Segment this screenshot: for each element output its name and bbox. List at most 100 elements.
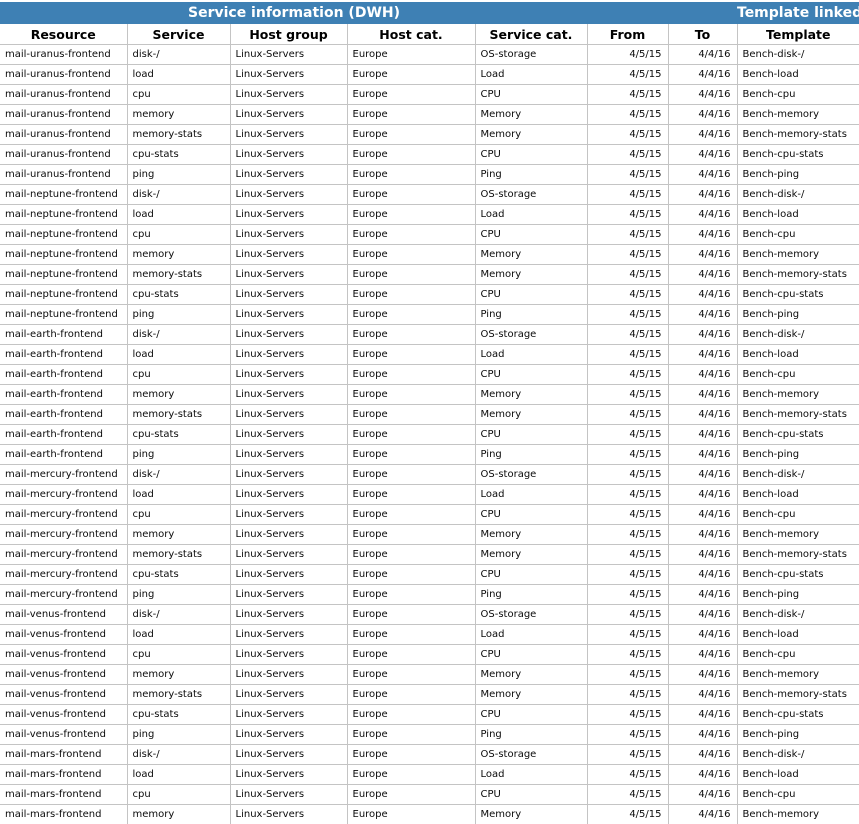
cell-to: 4/4/16 bbox=[668, 64, 738, 85]
cell-host_cat: Europe bbox=[347, 764, 476, 785]
table-row: mail-mercury-frontend ping Linux-Servers Eu… bbox=[0, 584, 859, 605]
cell-service_cat: CPU bbox=[475, 144, 588, 165]
cell-service_cat: OS-storage bbox=[475, 604, 588, 625]
cell-host_cat: Europe bbox=[347, 704, 476, 725]
cell-from: 4/5/15 bbox=[587, 464, 669, 485]
cell-from: 4/5/15 bbox=[587, 84, 669, 105]
cell-template: Bench-cpu bbox=[737, 784, 859, 805]
cell-resource: mail-mercury-frontend bbox=[0, 504, 128, 525]
cell-from: 4/5/15 bbox=[587, 404, 669, 425]
cell-to: 4/4/16 bbox=[668, 564, 738, 585]
cell-from: 4/5/15 bbox=[587, 384, 669, 405]
cell-service: cpu-stats bbox=[127, 424, 231, 445]
cell-service: cpu bbox=[127, 224, 231, 245]
cell-resource: mail-earth-frontend bbox=[0, 364, 128, 385]
cell-host_group: Linux-Servers bbox=[230, 504, 348, 525]
cell-resource: mail-mercury-frontend bbox=[0, 484, 128, 505]
cell-host_group: Linux-Servers bbox=[230, 264, 348, 285]
cell-to: 4/4/16 bbox=[668, 204, 738, 225]
cell-service_cat: Load bbox=[475, 764, 588, 785]
table-row: mail-neptune-frontend cpu-stats Linux-Serv… bbox=[0, 284, 859, 305]
cell-template: Bench-memory-stats bbox=[737, 684, 859, 705]
cell-service: disk-/ bbox=[127, 464, 231, 485]
cell-service_cat: CPU bbox=[475, 704, 588, 725]
cell-from: 4/5/15 bbox=[587, 64, 669, 85]
cell-from: 4/5/15 bbox=[587, 484, 669, 505]
cell-resource: mail-neptune-frontend bbox=[0, 244, 128, 265]
cell-template: Bench-memory-stats bbox=[737, 264, 859, 285]
cell-template: Bench-ping bbox=[737, 724, 859, 745]
cell-host_cat: Europe bbox=[347, 604, 476, 625]
cell-service_cat: Memory bbox=[475, 384, 588, 405]
cell-service: cpu bbox=[127, 644, 231, 665]
cell-host_group: Linux-Servers bbox=[230, 724, 348, 745]
cell-service: memory bbox=[127, 524, 231, 545]
cell-to: 4/4/16 bbox=[668, 384, 738, 405]
cell-host_cat: Europe bbox=[347, 504, 476, 525]
cell-host_cat: Europe bbox=[347, 84, 476, 105]
cell-resource: mail-uranus-frontend bbox=[0, 44, 128, 65]
cell-to: 4/4/16 bbox=[668, 644, 738, 665]
cell-to: 4/4/16 bbox=[668, 484, 738, 505]
cell-service: memory bbox=[127, 384, 231, 405]
cell-template: Bench-memory-stats bbox=[737, 544, 859, 565]
cell-from: 4/5/15 bbox=[587, 284, 669, 305]
cell-service_cat: Memory bbox=[475, 104, 588, 125]
cell-host_cat: Europe bbox=[347, 544, 476, 565]
cell-host_cat: Europe bbox=[347, 784, 476, 805]
cell-template: Bench-memory bbox=[737, 244, 859, 265]
cell-host_group: Linux-Servers bbox=[230, 544, 348, 565]
cell-host_group: Linux-Servers bbox=[230, 524, 348, 545]
cell-to: 4/4/16 bbox=[668, 264, 738, 285]
cell-service_cat: CPU bbox=[475, 784, 588, 805]
cell-resource: mail-neptune-frontend bbox=[0, 304, 128, 325]
cell-service: memory bbox=[127, 804, 231, 824]
cell-resource: mail-neptune-frontend bbox=[0, 204, 128, 225]
cell-service: load bbox=[127, 204, 231, 225]
cell-host_cat: Europe bbox=[347, 444, 476, 465]
cell-from: 4/5/15 bbox=[587, 424, 669, 445]
cell-template: Bench-ping bbox=[737, 304, 859, 325]
cell-host_cat: Europe bbox=[347, 564, 476, 585]
cell-service_cat: Load bbox=[475, 204, 588, 225]
cell-service_cat: CPU bbox=[475, 224, 588, 245]
cell-to: 4/4/16 bbox=[668, 744, 738, 765]
table-row: mail-mercury-frontend memory Linux-Servers… bbox=[0, 524, 859, 545]
table-row: mail-mercury-frontend disk-/Linux-Servers… bbox=[0, 464, 859, 485]
cell-service_cat: Ping bbox=[475, 444, 588, 465]
cell-service: cpu-stats bbox=[127, 704, 231, 725]
top-margin bbox=[0, 0, 859, 2]
cell-host_cat: Europe bbox=[347, 364, 476, 385]
cell-resource: mail-venus-frontend bbox=[0, 604, 128, 625]
cell-resource: mail-uranus-frontend bbox=[0, 64, 128, 85]
cell-service: cpu bbox=[127, 784, 231, 805]
cell-to: 4/4/16 bbox=[668, 164, 738, 185]
cell-host_group: Linux-Servers bbox=[230, 304, 348, 325]
cell-to: 4/4/16 bbox=[668, 124, 738, 145]
cell-template: Bench-cpu bbox=[737, 364, 859, 385]
cell-service_cat: CPU bbox=[475, 644, 588, 665]
table-row: mail-venus-frontend load Linux-Servers Euro… bbox=[0, 624, 859, 645]
cell-host_group: Linux-Servers bbox=[230, 164, 348, 185]
table-row: mail-mercury-frontend cpu-stats Linux-Serv… bbox=[0, 564, 859, 585]
cell-template: Bench-load bbox=[737, 64, 859, 85]
cell-from: 4/5/15 bbox=[587, 164, 669, 185]
table-row: mail-uranus-frontend load Linux-Servers Eur… bbox=[0, 64, 859, 85]
cell-from: 4/5/15 bbox=[587, 264, 669, 285]
cell-template: Bench-load bbox=[737, 344, 859, 365]
cell-template: Bench-memory bbox=[737, 664, 859, 685]
cell-to: 4/4/16 bbox=[668, 724, 738, 745]
cell-host_cat: Europe bbox=[347, 304, 476, 325]
column-header-resource: Resource bbox=[0, 24, 128, 45]
table-row: mail-venus-frontend cpu Linux-Servers Europ… bbox=[0, 644, 859, 665]
cell-to: 4/4/16 bbox=[668, 604, 738, 625]
cell-resource: mail-mercury-frontend bbox=[0, 524, 128, 545]
cell-service: load bbox=[127, 64, 231, 85]
cell-service_cat: Ping bbox=[475, 304, 588, 325]
cell-host_group: Linux-Servers bbox=[230, 704, 348, 725]
cell-resource: mail-earth-frontend bbox=[0, 404, 128, 425]
cell-from: 4/5/15 bbox=[587, 104, 669, 125]
cell-service: disk-/ bbox=[127, 184, 231, 205]
cell-service_cat: Memory bbox=[475, 404, 588, 425]
cell-to: 4/4/16 bbox=[668, 144, 738, 165]
